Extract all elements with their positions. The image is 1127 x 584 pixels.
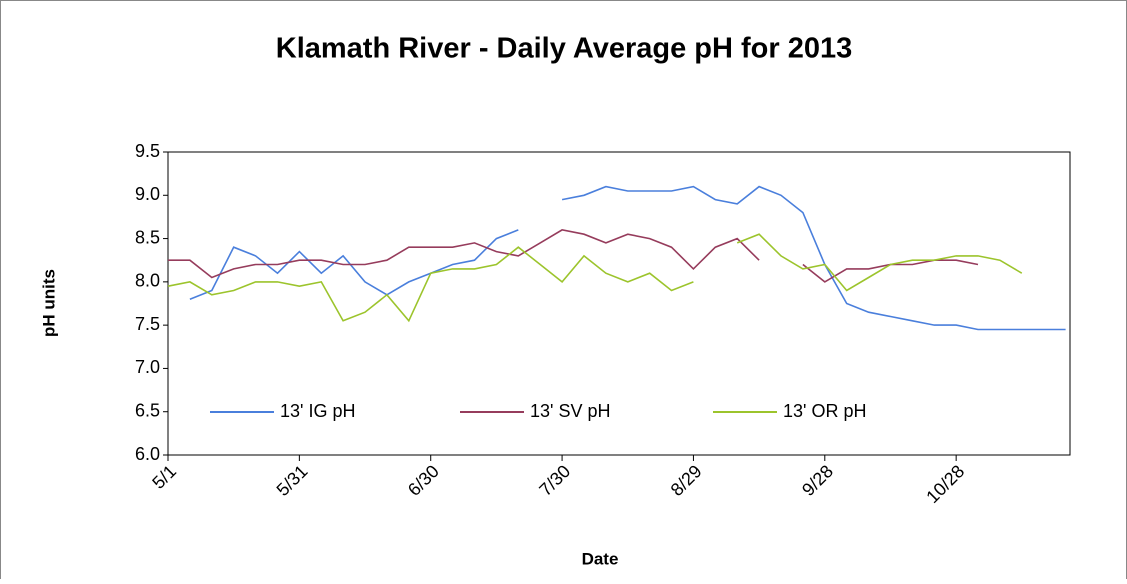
series-line — [167, 233, 1023, 323]
legend-label: 13' OR pH — [783, 401, 866, 421]
y-tick-label: 7.5 — [135, 314, 160, 334]
y-axis-label: pH units — [39, 269, 58, 337]
plot-area — [167, 151, 1071, 456]
x-axis-label: Date — [582, 549, 619, 568]
y-tick-label: 7.0 — [135, 357, 160, 377]
y-tick-label: 9.0 — [135, 184, 160, 204]
legend-label: 13' IG pH — [280, 401, 355, 421]
y-tick-label: 6.0 — [135, 444, 160, 464]
y-tick-label: 8.5 — [135, 227, 160, 247]
y-tick-label: 6.5 — [135, 400, 160, 420]
legend-label: 13' SV pH — [530, 401, 610, 421]
chart-title: Klamath River - Daily Average pH for 201… — [276, 33, 852, 65]
series-line — [189, 185, 1066, 331]
y-tick-label: 8.0 — [135, 271, 160, 291]
y-tick-label: 9.5 — [135, 141, 160, 161]
